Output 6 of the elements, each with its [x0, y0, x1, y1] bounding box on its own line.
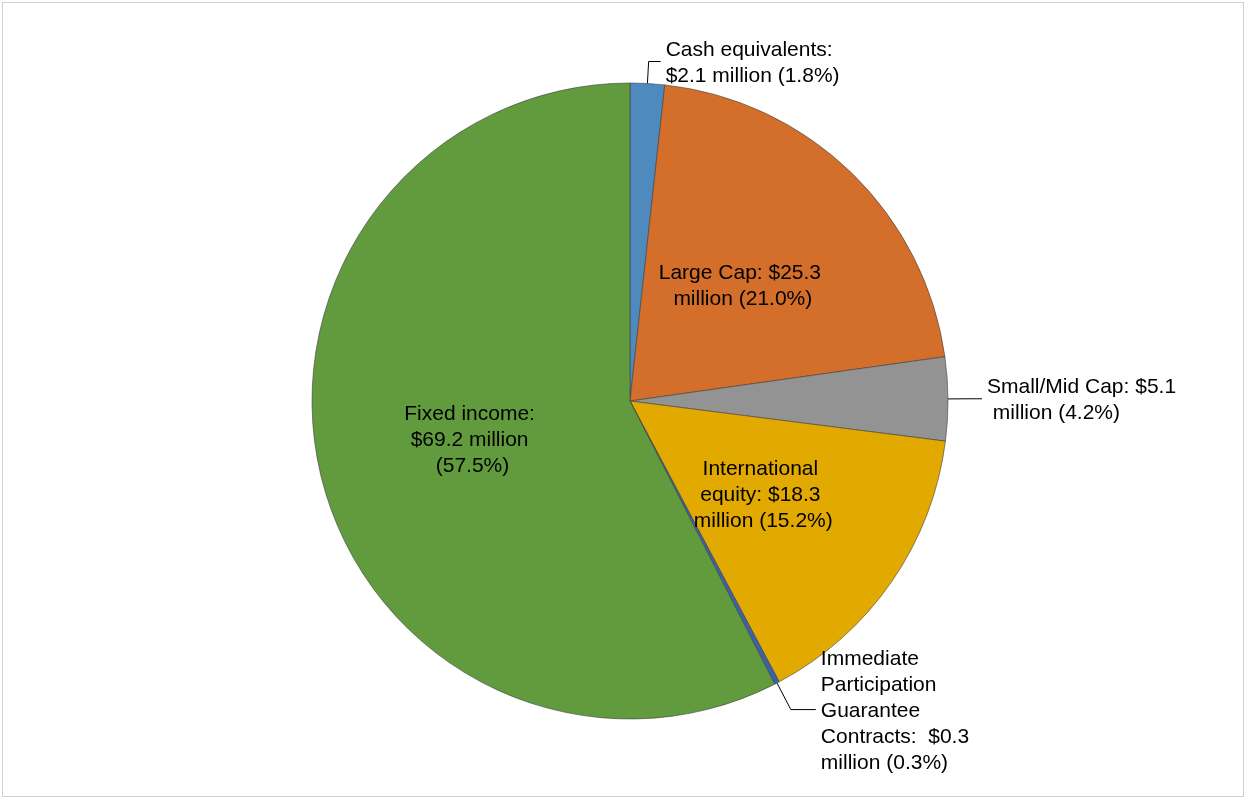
slice-label: International equity: $18.3 million (15.2%)	[693, 455, 833, 531]
slice-label: Small/Mid Cap: $5.1 million (4.2%)	[986, 374, 1177, 424]
slice-label: Large Cap: $25.3 million (21.0%)	[658, 260, 827, 310]
slice-label: Immediate Participation Guarantee Contracts: $0.3 million (0.3%)	[820, 646, 975, 774]
slice-label: Cash equivalents: $2.1 million (1.8%)	[665, 37, 840, 87]
slice-label: Fixed income: $69.2 million (57.5%)	[404, 401, 541, 477]
